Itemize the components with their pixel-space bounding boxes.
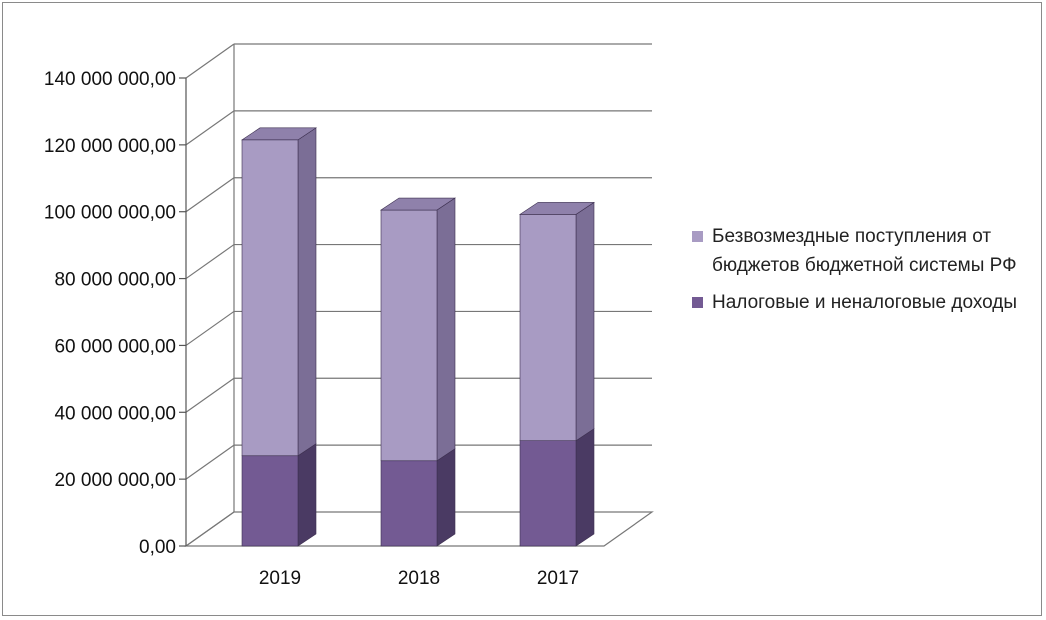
bar-2018-s0 [380,460,438,547]
bar-2018-s1 [380,209,438,462]
legend-item-taxes: Налоговые и неналоговые доходы [692,288,1032,317]
gridline-side [185,511,235,547]
y-tick-label: 20 000 000,00 [54,470,176,491]
bar-top-2018 [380,197,456,211]
bar-2017-s1 [519,214,577,441]
y-tick-label: 0,00 [139,537,176,558]
y-tick-label: 40 000 000,00 [54,403,176,424]
bar-top-2017 [519,202,595,215]
y-tick-label: 60 000 000,00 [54,336,176,357]
gridline-side [185,377,235,413]
gridline-side [185,43,235,79]
legend-label-grants: Безвозмездные поступления от бюджетов бю… [712,226,1017,276]
y-tick-label: 140 000 000,00 [44,69,176,90]
bar-side-2017-s0 [575,428,595,547]
bar-side-2019-s0 [297,443,317,547]
bar-side-2019-s1 [297,127,317,457]
x-label-2019: 2019 [259,568,301,589]
bar-2019-s1 [241,139,299,457]
bar-2017-s0 [519,440,577,547]
legend: Безвозмездные поступления от бюджетов бю… [692,222,1032,325]
legend-label-taxes: Налоговые и неналоговые доходы [712,292,1018,313]
bar-top-2019 [241,127,317,141]
gridline-side [185,110,235,146]
bar-2019-s0 [241,455,299,547]
gridline-side [185,310,235,346]
y-axis-ticks: 0,00 20 000 000,00 40 000 000,00 60 000 000… [44,69,187,558]
bar-side-2017-s1 [575,201,595,442]
y-tick-label: 80 000 000,00 [54,270,176,291]
bars [241,127,595,547]
bar-side-2018-s0 [436,448,456,547]
legend-swatch-taxes [692,297,703,308]
gridline-side [185,444,235,480]
gridline-side [185,244,235,280]
y-tick-label: 100 000 000,00 [44,203,176,224]
x-axis-labels: 2019 2018 2017 [259,568,579,589]
gridline-side [185,177,235,213]
x-label-2017: 2017 [537,568,579,589]
y-tick-label: 120 000 000,00 [44,136,176,157]
legend-swatch-grants [692,231,703,242]
x-label-2018: 2018 [398,568,440,589]
bar-side-2018-s1 [436,197,456,462]
legend-item-grants: Безвозмездные поступления от бюджетов бю… [692,222,1032,280]
